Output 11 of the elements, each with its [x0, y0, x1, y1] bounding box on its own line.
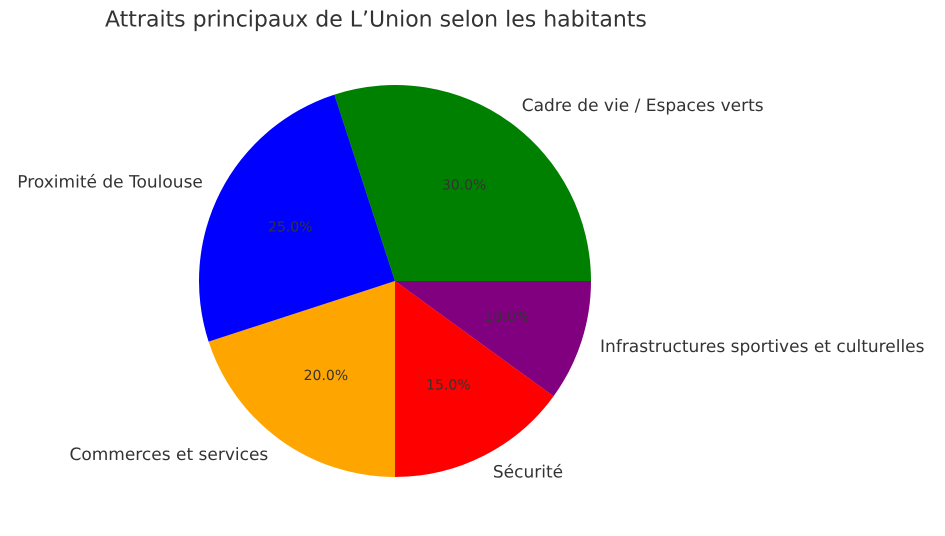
data-label: 15.0% [426, 377, 471, 394]
slice-label: Commerces et services [69, 444, 268, 465]
slice-label: Proximité de Toulouse [17, 172, 203, 193]
chart-title: Attraits principaux de L’Union selon les habitants [105, 8, 647, 33]
data-label: 30.0% [442, 178, 486, 194]
data-label: 25.0% [268, 219, 312, 236]
slice-label: Sécurité [492, 462, 564, 483]
slice-label: Infrastructures sportives et culturelles [600, 337, 925, 358]
data-label: 20.0% [304, 368, 348, 384]
data-label: 10.0% [484, 308, 530, 325]
slice-label: Cadre de vie / Espaces verts [522, 96, 764, 116]
